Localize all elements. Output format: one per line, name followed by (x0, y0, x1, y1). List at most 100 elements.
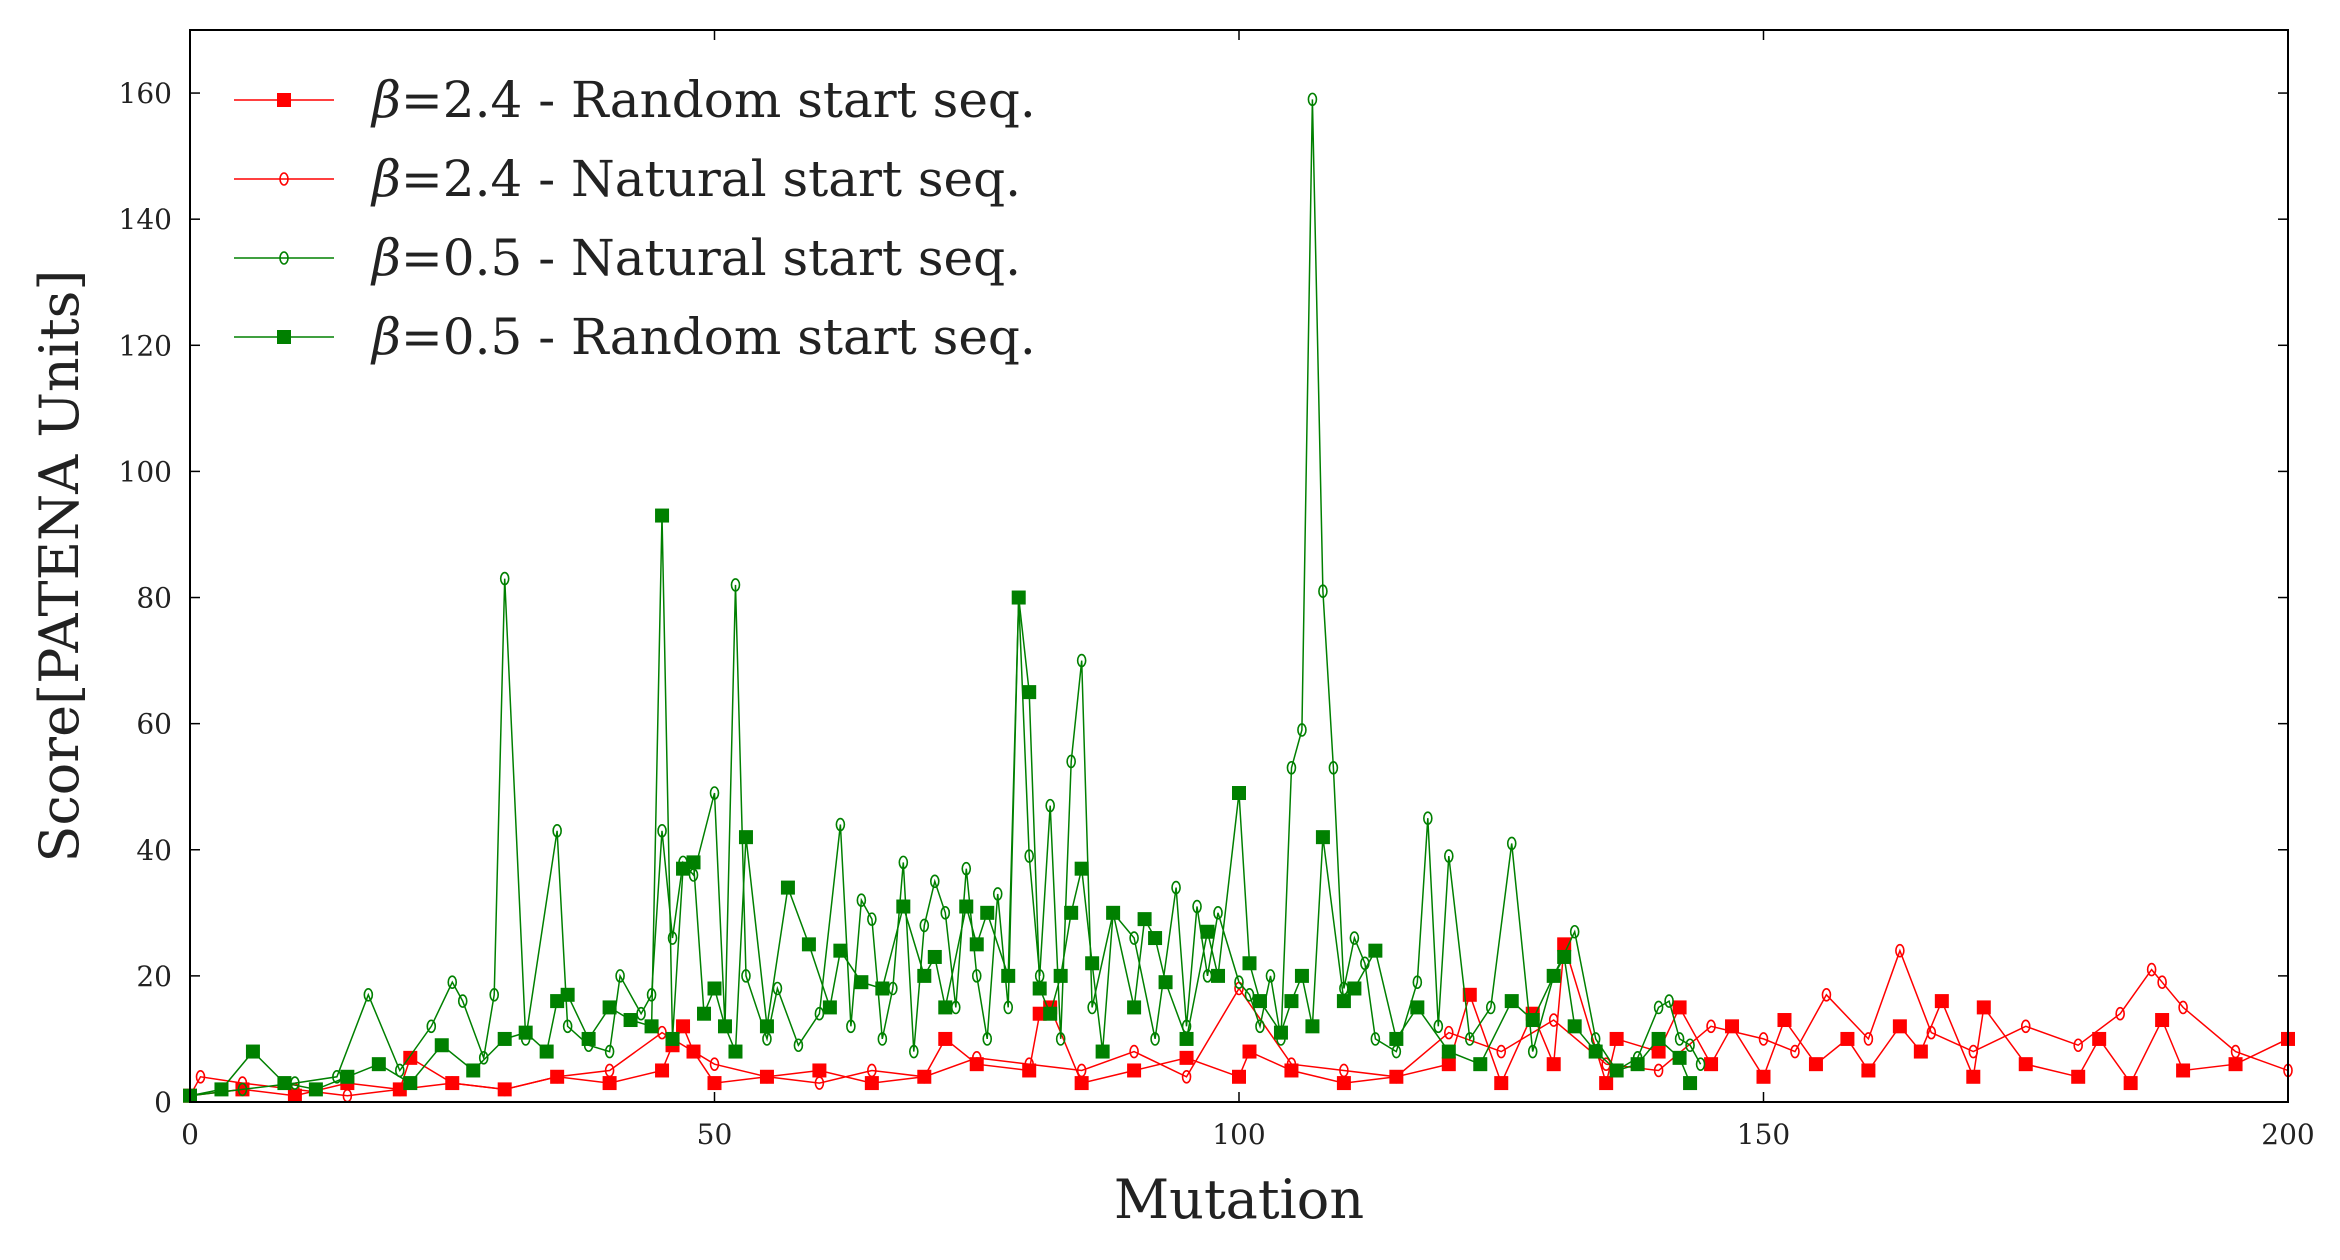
data-point (759, 1069, 774, 1084)
legend-marker (277, 93, 291, 107)
data-point (919, 918, 930, 933)
data-point (560, 987, 575, 1002)
data-point (982, 1032, 993, 1046)
data-point (1651, 1031, 1666, 1046)
data-point (1200, 924, 1215, 939)
data-point (655, 508, 670, 523)
data-point (1032, 981, 1047, 996)
data-point (1725, 1019, 1740, 1034)
data-point (1045, 798, 1055, 813)
data-point (1389, 1069, 1404, 1084)
data-point (371, 1057, 386, 1072)
data-point (917, 968, 932, 983)
data-point (707, 1076, 722, 1091)
series-line (189, 515, 1691, 1097)
data-point (403, 1076, 418, 1091)
data-point (1441, 1044, 1456, 1059)
y-tick-label: 20 (136, 960, 172, 993)
data-point (1297, 723, 1307, 737)
data-point (971, 969, 982, 983)
data-point (1569, 924, 1580, 939)
data-point (780, 880, 795, 895)
legend-label: β=2.4 - Natural start seq. (370, 150, 1021, 208)
data-point (1043, 1006, 1058, 1021)
data-point (1349, 931, 1360, 945)
data-point (1706, 1019, 1716, 1034)
legend: β=2.4 - Random start seq. β=2.4 - Natural… (234, 71, 1036, 366)
legend-entry: β=0.5 - Natural start seq. (234, 229, 1021, 287)
data-point (909, 1044, 919, 1059)
legend-entry: β=0.5 - Random start seq. (234, 308, 1036, 366)
data-point (1085, 956, 1100, 971)
data-point (1232, 786, 1246, 801)
data-point (434, 1038, 449, 1053)
data-point (1171, 880, 1181, 895)
data-point (2071, 1069, 2086, 1084)
x-tick-label: 150 (1737, 1118, 1790, 1151)
data-point (1494, 1076, 1509, 1091)
data-point (581, 1031, 596, 1046)
data-point (1095, 1044, 1110, 1059)
data-point (1609, 1063, 1624, 1078)
data-point (1557, 949, 1572, 964)
data-point (1076, 653, 1087, 668)
data-point (2123, 1076, 2138, 1091)
y-tick-label: 100 (119, 455, 172, 488)
legend-entry: β=2.4 - Random start seq. (234, 71, 1036, 129)
data-point (812, 1063, 827, 1078)
data-point (2092, 1031, 2107, 1046)
data-point (447, 975, 458, 989)
data-point (1485, 1000, 1496, 1015)
data-point (1976, 1000, 1991, 1015)
data-point (1011, 590, 1026, 605)
data-point (959, 899, 974, 914)
data-point (2073, 1038, 2083, 1053)
legend-entry: β=2.4 - Natural start seq. (234, 150, 1021, 208)
data-point (1525, 1013, 1540, 1028)
data-point (1129, 1044, 1139, 1059)
data-point (287, 1088, 302, 1103)
data-point (1273, 1025, 1288, 1040)
data-point (1053, 968, 1068, 983)
data-point (1106, 905, 1121, 920)
data-point (1599, 1076, 1614, 1091)
data-point (676, 1019, 691, 1034)
legend-text-rest: =2.4 - Natural start seq. (401, 150, 1021, 208)
data-point (938, 1031, 953, 1046)
data-point (1158, 975, 1173, 990)
data-point (1336, 1076, 1351, 1091)
data-point (1307, 92, 1318, 107)
data-point (2176, 1063, 2191, 1078)
data-point (478, 1051, 489, 1065)
data-point (1328, 760, 1339, 775)
legend-text-rest: =0.5 - Natural start seq. (401, 229, 1021, 287)
data-point (552, 824, 562, 838)
data-point (1546, 1057, 1561, 1072)
data-point (2020, 1019, 2031, 1034)
data-point (562, 1019, 573, 1034)
data-point (1242, 956, 1257, 971)
data-point (539, 1044, 554, 1059)
data-point (1347, 981, 1362, 996)
data-point (938, 1000, 953, 1015)
data-point (518, 1025, 533, 1040)
data-point (1892, 1019, 1907, 1034)
data-point (833, 943, 848, 958)
y-axis-title: Score[PATENA Units] (28, 270, 91, 863)
data-point (801, 937, 816, 952)
legend-label: β=0.5 - Random start seq. (370, 308, 1036, 366)
data-point (245, 1044, 260, 1059)
data-point (709, 786, 720, 800)
data-point (1286, 760, 1297, 775)
data-point (1758, 1032, 1769, 1046)
data-point (896, 899, 911, 914)
data-point (1137, 912, 1152, 927)
data-point (1410, 1000, 1425, 1015)
data-point (730, 578, 741, 592)
data-point (1672, 1050, 1687, 1065)
data-point (237, 1082, 248, 1097)
data-point (1672, 1000, 1687, 1015)
data-point (927, 949, 942, 964)
y-tick-label: 60 (136, 708, 172, 741)
y-tick-label: 0 (154, 1086, 172, 1119)
